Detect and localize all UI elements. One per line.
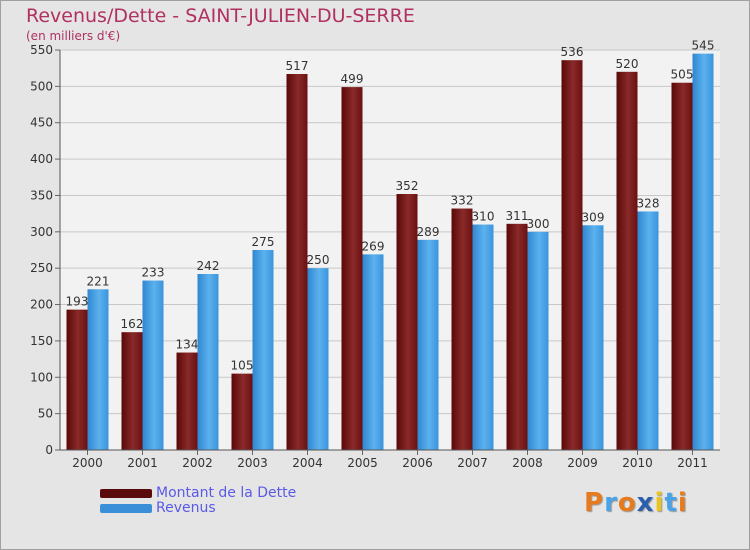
y-tick-label: 0 (45, 443, 53, 457)
y-tick-label: 200 (30, 298, 53, 312)
y-tick-label: 100 (30, 370, 53, 384)
data-label-dette-2004: 517 (286, 59, 309, 73)
bar-dette-2008 (506, 223, 528, 450)
x-tick-label-2005: 2005 (347, 456, 378, 470)
logo-letter: x (636, 488, 655, 518)
data-label-revenus-2008: 300 (527, 217, 550, 231)
data-label-dette-2006: 352 (396, 179, 419, 193)
bar-dette-2001 (121, 332, 143, 450)
bar-dette-2010 (616, 71, 638, 451)
bar-dette-2006 (396, 194, 418, 450)
bar-revenus-2006 (417, 239, 439, 450)
y-tick-label: 400 (30, 152, 53, 166)
x-tick-label-2010: 2010 (622, 456, 653, 470)
x-tick-label-2002: 2002 (182, 456, 213, 470)
data-label-revenus-2007: 310 (472, 210, 495, 224)
data-label-revenus-2009: 309 (582, 210, 605, 224)
data-label-dette-2005: 499 (341, 72, 364, 86)
bar-dette-2003 (231, 373, 253, 450)
data-label-dette-2002: 134 (176, 338, 199, 352)
data-label-dette-2003: 105 (231, 359, 254, 373)
x-tick-label-2007: 2007 (457, 456, 488, 470)
y-tick-label: 550 (30, 43, 53, 57)
data-label-dette-2007: 332 (451, 194, 474, 208)
data-label-revenus-2006: 289 (417, 225, 440, 239)
bar-revenus-2001 (142, 280, 164, 450)
bar-revenus-2009 (582, 225, 604, 450)
logo-letter: o (617, 488, 637, 518)
x-tick-label-2011: 2011 (677, 456, 708, 470)
bar-dette-2009 (561, 60, 583, 450)
logo-letter: P (584, 488, 605, 518)
x-tick-label-2008: 2008 (512, 456, 543, 470)
logo-letter: r (604, 488, 618, 518)
data-label-revenus-2001: 233 (142, 266, 165, 280)
x-tick-label-2006: 2006 (402, 456, 433, 470)
y-tick-label: 500 (30, 79, 53, 93)
x-tick-label-2001: 2001 (127, 456, 158, 470)
data-label-revenus-2003: 275 (252, 235, 275, 249)
data-label-dette-2010: 520 (616, 57, 639, 71)
x-tick-label-2003: 2003 (237, 456, 268, 470)
bar-revenus-2010 (637, 211, 659, 450)
y-tick-label: 150 (30, 334, 53, 348)
bar-revenus-2000 (87, 289, 109, 450)
y-tick-label: 250 (30, 261, 53, 275)
x-tick-label-2004: 2004 (292, 456, 323, 470)
logo-letter: i (677, 488, 688, 518)
data-label-dette-2001: 162 (121, 317, 144, 331)
x-tick-label-2009: 2009 (567, 456, 598, 470)
data-label-dette-2009: 536 (561, 45, 584, 59)
bar-revenus-2007 (472, 224, 494, 450)
legend-swatch-dette (100, 489, 152, 498)
bar-dette-2007 (451, 208, 473, 450)
proxiti-logo: Proxiti (584, 488, 688, 518)
data-label-dette-2008: 311 (506, 209, 529, 223)
data-label-revenus-2000: 221 (87, 274, 110, 288)
bar-dette-2000 (66, 309, 88, 450)
bar-dette-2002 (176, 352, 198, 450)
data-label-revenus-2011: 545 (692, 39, 715, 53)
legend-label-dette: Montant de la Dette (156, 485, 297, 501)
bar-revenus-2008 (527, 231, 549, 450)
logo-letter: i (654, 488, 665, 518)
bar-revenus-2011 (692, 53, 714, 451)
bar-revenus-2002 (197, 274, 219, 450)
bar-revenus-2003 (252, 250, 274, 450)
data-label-revenus-2004: 250 (307, 253, 330, 267)
data-label-dette-2000: 193 (66, 295, 89, 309)
plot-area (60, 50, 720, 450)
legend-label-revenus: Revenus (156, 500, 216, 516)
legend-swatch-revenus (100, 504, 152, 513)
x-tick-label-2000: 2000 (72, 456, 103, 470)
chart-subtitle: (en milliers d'€) (26, 29, 121, 43)
y-tick-label: 350 (30, 188, 53, 202)
data-label-revenus-2010: 328 (637, 196, 660, 210)
y-tick-label: 300 (30, 225, 53, 239)
bar-dette-2004 (286, 74, 308, 450)
bar-revenus-2004 (307, 268, 329, 450)
y-tick-label: 50 (38, 407, 53, 421)
y-tick-label: 450 (30, 116, 53, 130)
data-label-revenus-2005: 269 (362, 239, 385, 253)
bar-dette-2011 (671, 82, 693, 451)
bar-revenus-2005 (362, 254, 384, 450)
data-label-dette-2011: 505 (671, 68, 694, 82)
logo-letter: t (664, 488, 678, 518)
chart-title: Revenus/Dette - SAINT-JULIEN-DU-SERRE (26, 5, 415, 27)
bar-dette-2005 (341, 87, 363, 450)
data-label-revenus-2002: 242 (197, 259, 220, 273)
